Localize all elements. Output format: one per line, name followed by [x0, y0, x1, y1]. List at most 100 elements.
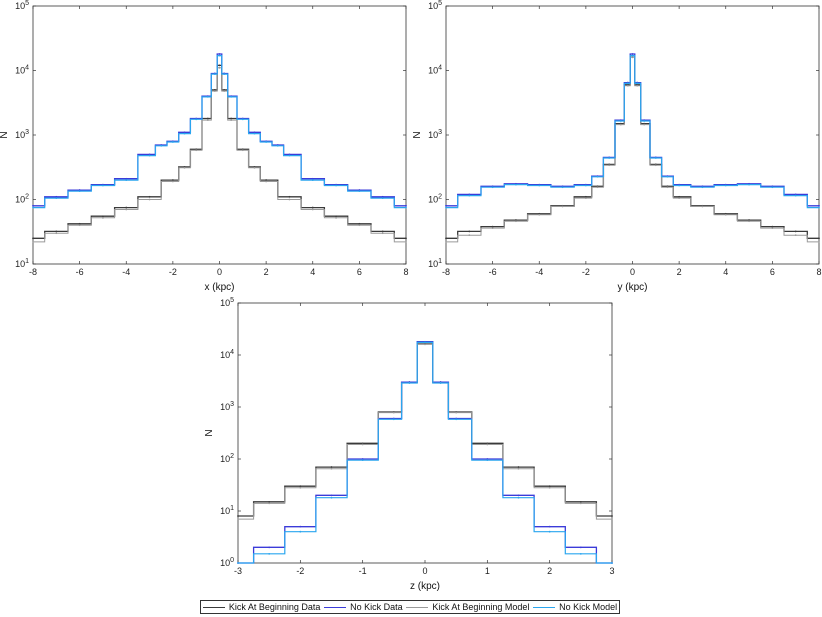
data-point-no-kick-model [311, 179, 314, 181]
data-point-no-kick-model [335, 184, 337, 187]
x-axis-label: y (kpc) [618, 282, 648, 293]
legend-label-kick-at-beginning-model: Kick At Beginning Model [432, 602, 530, 612]
data-point-no-kick-model [439, 382, 442, 384]
y-tick-label: 104 [220, 349, 234, 360]
y-tick-label: 104 [15, 65, 29, 76]
y-tick-label: 105 [220, 297, 234, 308]
data-point-kick-at-beginning-model [608, 164, 611, 167]
data-point-no-kick-data [548, 525, 551, 528]
data-point-no-kick-model [358, 190, 361, 192]
data-point-no-kick-model [561, 186, 564, 189]
data-point-kick-at-beginning-model [771, 227, 774, 230]
data-point-no-kick-data [253, 131, 256, 134]
data-point-kick-at-beginning-data [268, 500, 271, 503]
data-point-no-kick-model [183, 132, 186, 135]
data-point-kick-at-beginning-model [361, 443, 364, 446]
data-point-no-kick-model [218, 54, 221, 57]
y-axis-label: N [0, 131, 10, 138]
data-point-kick-at-beginning-data [517, 466, 520, 468]
data-point-kick-at-beginning-model [643, 123, 646, 126]
data-point-kick-at-beginning-data [55, 230, 58, 233]
data-point-no-kick-model [678, 184, 681, 187]
data-point-kick-at-beginning-data [771, 225, 774, 228]
data-point-kick-at-beginning-model [579, 502, 582, 505]
data-point-kick-at-beginning-data [330, 466, 333, 468]
data-point-no-kick-model [794, 194, 797, 197]
x-tick-label: 2 [677, 267, 682, 277]
data-point-kick-at-beginning-model [626, 84, 629, 87]
data-point-kick-at-beginning-data [265, 179, 268, 181]
chart-panel-2: -8 -6 -4 -2 0 2 4 6 8 101 102 103 104 105 y (kpc) N [412, 0, 822, 293]
x-tick-label: -2 [296, 566, 304, 576]
data-point-no-kick-model [241, 118, 244, 121]
data-point-kick-at-beginning-model [405, 241, 407, 243]
x-tick-label: 0 [630, 267, 635, 277]
data-point-no-kick-data [311, 177, 314, 180]
legend-swatch-kick-at-beginning-model [406, 606, 429, 608]
data-point-kick-at-beginning-data [491, 225, 494, 228]
legend-swatch-no-kick-model [533, 606, 556, 608]
x-tick-label: -2 [582, 267, 590, 277]
data-point-kick-at-beginning-model [455, 411, 458, 414]
data-point-no-kick-model [818, 206, 820, 209]
data-point-kick-at-beginning-model [230, 119, 233, 122]
y-tick-label: 102 [428, 194, 442, 205]
data-point-no-kick-data [381, 195, 384, 198]
data-point-kick-at-beginning-model [237, 518, 239, 520]
plot-frame [32, 5, 407, 265]
data-point-no-kick-model [125, 179, 128, 181]
data-point-kick-at-beginning-model [748, 220, 750, 223]
data-point-kick-at-beginning-model [631, 56, 634, 59]
data-point-no-kick-model [265, 141, 268, 143]
data-point-kick-at-beginning-model [358, 224, 361, 227]
data-point-no-kick-data [445, 204, 447, 207]
data-point-kick-at-beginning-model [486, 443, 489, 446]
data-point-kick-at-beginning-model [619, 123, 622, 126]
data-point-kick-at-beginning-data [125, 206, 128, 209]
data-point-kick-at-beginning-model [195, 149, 198, 152]
data-point-kick-at-beginning-model [701, 205, 704, 208]
data-point-kick-at-beginning-model [724, 213, 727, 216]
data-point-no-kick-model [468, 194, 471, 197]
data-point-no-kick-model [486, 459, 489, 462]
x-tick-label: -2 [169, 267, 177, 277]
data-point-no-kick-model [160, 144, 163, 147]
data-point-no-kick-model [636, 82, 639, 85]
x-tick-label: -3 [234, 566, 242, 576]
data-point-kick-at-beginning-model [102, 216, 104, 219]
data-point-no-kick-model [78, 190, 81, 192]
data-point-kick-at-beginning-model [268, 502, 271, 505]
data-point-no-kick-data [32, 204, 34, 207]
data-point-kick-at-beginning-model [818, 241, 820, 243]
data-point-kick-at-beginning-data [230, 117, 233, 120]
data-point-no-kick-model [517, 496, 520, 499]
data-point-kick-at-beginning-model [241, 149, 244, 152]
data-point-kick-at-beginning-model [311, 208, 314, 211]
y-tick-label: 102 [15, 194, 29, 205]
data-point-no-kick-model [268, 552, 271, 555]
data-point-no-kick-model [55, 197, 58, 200]
data-point-no-kick-model [276, 144, 279, 147]
data-point-no-kick-model [771, 186, 774, 189]
data-point-kick-at-beginning-data [548, 485, 551, 488]
data-point-kick-at-beginning-model [561, 205, 564, 208]
data-point-kick-at-beginning-data [288, 195, 291, 198]
x-tick-label: 0 [422, 566, 427, 576]
data-point-no-kick-model [455, 418, 458, 421]
data-point-kick-at-beginning-model [392, 411, 395, 414]
data-point-no-kick-data [631, 53, 634, 55]
data-point-no-kick-model [230, 95, 233, 98]
data-point-no-kick-model [643, 120, 646, 122]
legend-swatch-no-kick-data [324, 606, 347, 608]
data-point-kick-at-beginning-data [818, 237, 820, 240]
x-tick-label: 2 [547, 566, 552, 576]
data-point-no-kick-model [424, 341, 426, 344]
x-tick-label: -6 [76, 267, 84, 277]
data-point-kick-at-beginning-model [223, 90, 226, 92]
data-point-kick-at-beginning-data [335, 215, 337, 218]
data-point-kick-at-beginning-model [288, 198, 291, 201]
legend-label-kick-at-beginning-data: Kick At Beginning Data [228, 602, 321, 612]
data-point-no-kick-data [330, 494, 333, 497]
data-point-no-kick-model [631, 54, 634, 57]
